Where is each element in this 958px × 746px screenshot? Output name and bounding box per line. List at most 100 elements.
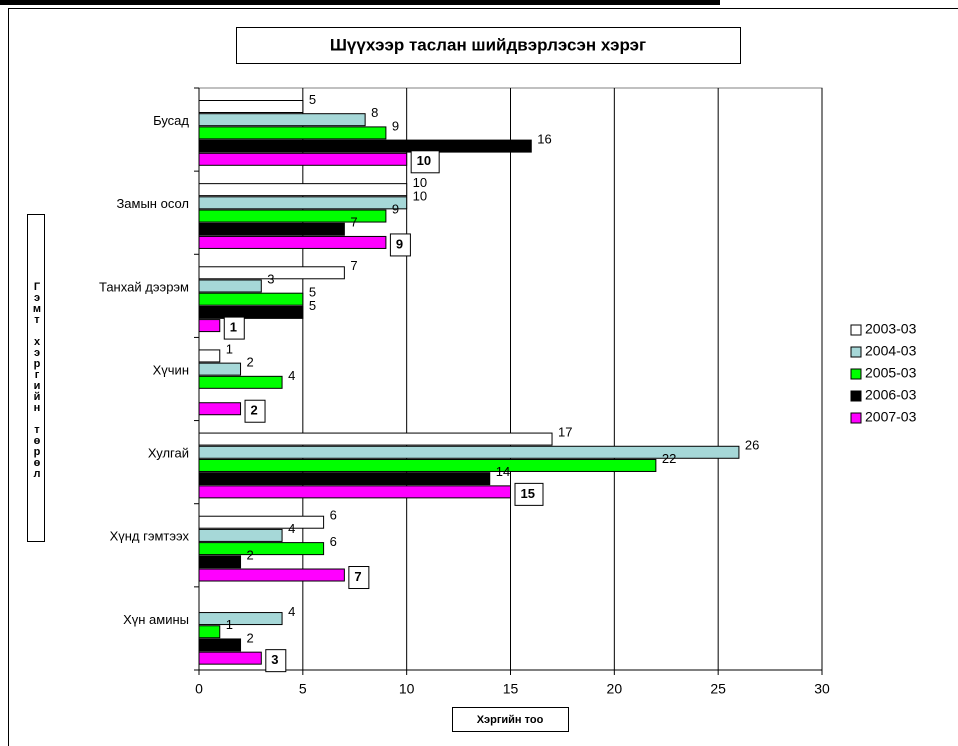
bar — [198, 126, 387, 140]
bar — [198, 292, 304, 306]
data-label: 7 — [350, 258, 357, 273]
data-label: 7 — [354, 569, 361, 584]
bar — [198, 113, 366, 127]
bar — [198, 402, 242, 416]
x-tick-label: 5 — [299, 681, 307, 697]
data-label: 22 — [662, 451, 676, 466]
y-axis-label: Гэмт хэргийн төрөл — [27, 214, 45, 542]
bar — [198, 100, 304, 113]
data-label: 1 — [226, 341, 233, 356]
x-tick-label: 30 — [814, 681, 830, 697]
bar — [198, 152, 408, 166]
bar — [198, 349, 221, 363]
legend-label: 2003-03 — [865, 321, 917, 337]
chart-title: Шүүхээр таслан шийдвэрлэсэн хэрэг — [330, 35, 646, 54]
data-label-box — [265, 649, 287, 673]
data-label-box — [348, 566, 370, 590]
data-label: 2 — [247, 547, 254, 562]
legend-swatch — [850, 390, 862, 402]
data-label: 10 — [413, 175, 427, 190]
bar — [198, 445, 740, 459]
bar — [198, 375, 283, 389]
bar — [198, 651, 262, 665]
data-label: 5 — [309, 298, 316, 313]
bar — [198, 568, 345, 582]
data-label: 1 — [226, 617, 233, 632]
bar — [198, 638, 242, 652]
data-label: 9 — [396, 236, 403, 251]
y-tick-label: Замын осол — [116, 196, 189, 211]
data-label: 7 — [350, 215, 357, 230]
bar — [198, 458, 657, 472]
bar — [198, 472, 491, 486]
data-label: 4 — [288, 604, 295, 619]
legend-swatch — [850, 412, 862, 424]
y-tick-label: Хүнд гэмтээх — [110, 529, 190, 544]
data-label: 14 — [496, 464, 510, 479]
legend-label: 2006-03 — [865, 387, 917, 403]
legend-swatch — [850, 324, 862, 336]
x-label-box — [452, 707, 569, 732]
data-label: 10 — [413, 188, 427, 203]
data-label: 4 — [288, 521, 295, 536]
y-tick-label: Танхай дээрэм — [99, 279, 189, 294]
data-label: 17 — [558, 425, 572, 440]
y-tick-label: Хүчин — [153, 362, 189, 377]
data-label-box — [389, 233, 411, 257]
y-tick-label: Бусад — [153, 113, 189, 128]
legend — [848, 317, 958, 442]
bar — [198, 612, 283, 626]
bar — [198, 209, 387, 223]
bar — [198, 266, 345, 280]
data-label: 26 — [745, 438, 759, 453]
data-label: 10 — [417, 153, 431, 168]
bar — [198, 235, 387, 249]
top-strip — [0, 0, 720, 5]
x-tick-label: 25 — [710, 681, 726, 697]
legend-swatch — [850, 368, 862, 380]
data-label: 2 — [251, 403, 258, 418]
data-label: 4 — [288, 368, 295, 383]
legend-label: 2007-03 — [865, 409, 917, 425]
data-label: 2 — [247, 355, 254, 370]
data-label-box — [244, 399, 266, 423]
data-label-box — [410, 150, 440, 174]
chart-frame — [8, 8, 958, 746]
data-label-box — [223, 316, 245, 340]
title-box — [236, 27, 741, 64]
data-label: 6 — [330, 508, 337, 523]
x-tick-label: 15 — [503, 681, 519, 697]
bar — [198, 528, 283, 542]
data-label: 1 — [230, 320, 237, 335]
data-label: 2 — [247, 630, 254, 645]
bar — [198, 139, 532, 153]
bar — [198, 362, 242, 376]
bar — [198, 515, 325, 529]
y-tick-label: Хүн амины — [123, 612, 189, 627]
legend-label: 2004-03 — [865, 343, 917, 359]
bar — [198, 542, 325, 556]
bar — [198, 625, 221, 639]
bar — [198, 555, 242, 569]
data-label: 15 — [521, 486, 535, 501]
legend-label: 2005-03 — [865, 365, 917, 381]
bar — [198, 196, 408, 210]
x-tick-label: 20 — [607, 681, 623, 697]
data-label: 16 — [537, 132, 551, 147]
data-label: 9 — [392, 118, 399, 133]
data-label: 3 — [271, 652, 278, 667]
y-tick-label: Хулгай — [148, 446, 189, 461]
bar — [198, 485, 511, 499]
data-label: 8 — [371, 105, 378, 120]
bar — [198, 222, 345, 236]
bar — [198, 319, 221, 333]
bar — [198, 432, 553, 446]
x-tick-label: 10 — [399, 681, 415, 697]
x-tick-label: 0 — [195, 681, 203, 697]
data-label-box — [514, 482, 544, 506]
data-label: 9 — [392, 201, 399, 216]
data-label: 6 — [330, 534, 337, 549]
bar — [198, 183, 408, 197]
